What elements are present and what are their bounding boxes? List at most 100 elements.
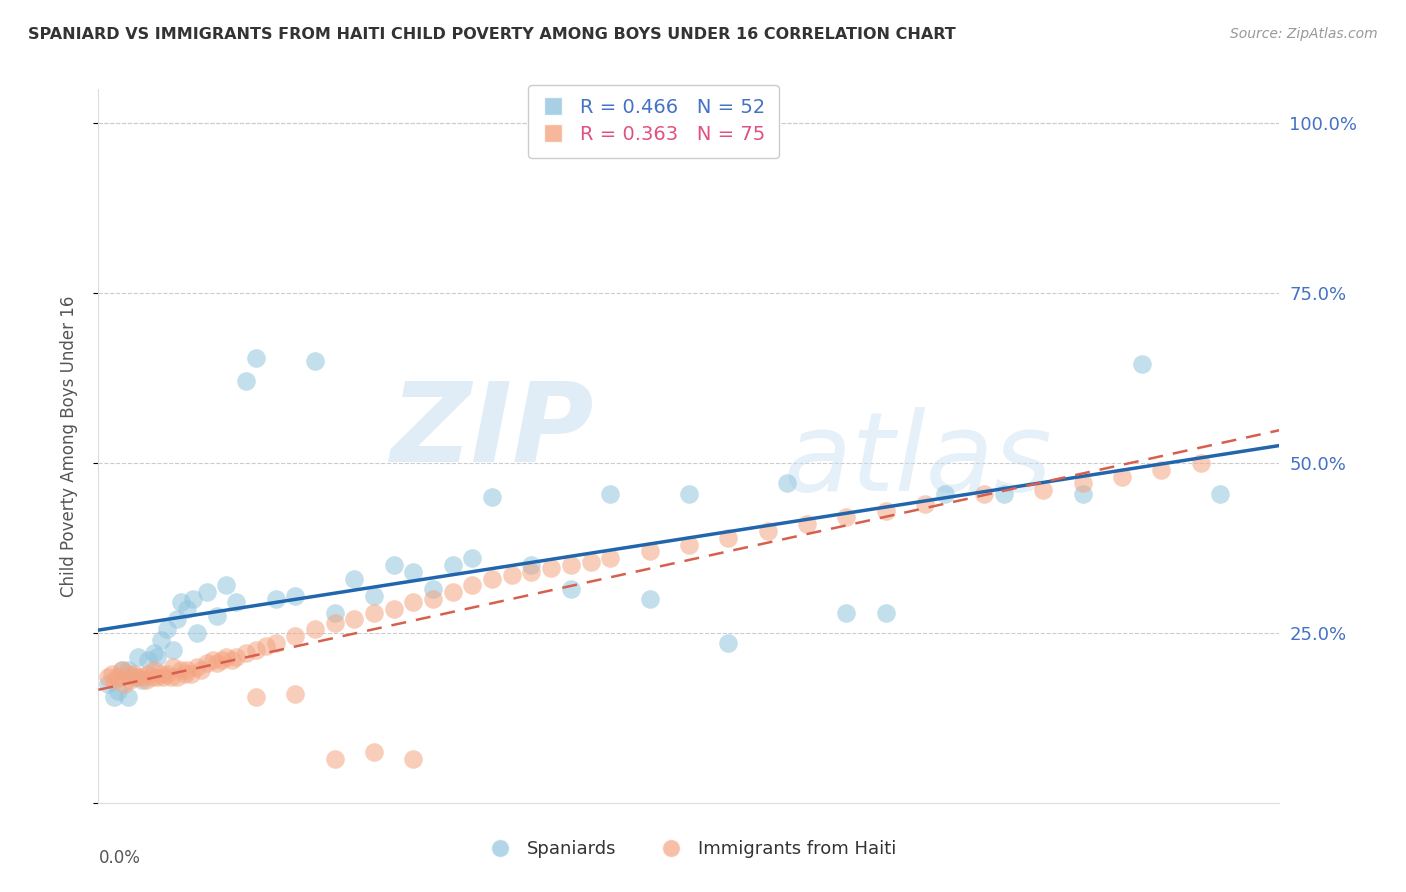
- Point: [176, 602, 198, 616]
- Point: [118, 673, 141, 688]
- Text: Source: ZipAtlas.com: Source: ZipAtlas.com: [1230, 27, 1378, 41]
- Point: [481, 572, 503, 586]
- Point: [160, 670, 183, 684]
- Point: [264, 636, 287, 650]
- Point: [156, 666, 179, 681]
- Point: [382, 602, 405, 616]
- Legend: Spaniards, Immigrants from Haiti: Spaniards, Immigrants from Haiti: [475, 833, 903, 865]
- Point: [875, 606, 897, 620]
- Point: [1071, 486, 1094, 500]
- Point: [97, 677, 120, 691]
- Point: [205, 608, 228, 623]
- Point: [235, 646, 257, 660]
- Point: [103, 690, 125, 705]
- Point: [254, 640, 277, 654]
- Point: [1150, 463, 1173, 477]
- Point: [756, 524, 779, 538]
- Point: [107, 683, 129, 698]
- Point: [127, 649, 149, 664]
- Point: [166, 670, 188, 684]
- Point: [142, 646, 165, 660]
- Point: [107, 670, 129, 684]
- Point: [111, 663, 134, 677]
- Point: [461, 578, 484, 592]
- Point: [599, 486, 621, 500]
- Point: [122, 666, 145, 681]
- Point: [136, 666, 159, 681]
- Point: [117, 663, 139, 677]
- Point: [422, 582, 444, 596]
- Point: [176, 663, 198, 677]
- Point: [131, 673, 153, 688]
- Point: [166, 612, 188, 626]
- Point: [875, 503, 897, 517]
- Point: [363, 745, 385, 759]
- Point: [205, 657, 228, 671]
- Point: [235, 375, 257, 389]
- Point: [186, 626, 208, 640]
- Point: [343, 572, 366, 586]
- Point: [560, 582, 582, 596]
- Point: [245, 643, 267, 657]
- Point: [146, 670, 169, 684]
- Point: [402, 565, 425, 579]
- Point: [363, 589, 385, 603]
- Point: [181, 591, 204, 606]
- Point: [441, 558, 464, 572]
- Point: [1071, 476, 1094, 491]
- Point: [284, 589, 307, 603]
- Point: [422, 591, 444, 606]
- Text: 0.0%: 0.0%: [98, 849, 141, 867]
- Point: [560, 558, 582, 572]
- Point: [264, 591, 287, 606]
- Point: [678, 537, 700, 551]
- Point: [717, 531, 740, 545]
- Point: [97, 670, 120, 684]
- Point: [1130, 358, 1153, 372]
- Point: [304, 354, 326, 368]
- Point: [323, 615, 346, 630]
- Point: [914, 497, 936, 511]
- Point: [211, 653, 233, 667]
- Point: [225, 649, 247, 664]
- Point: [973, 486, 995, 500]
- Point: [599, 551, 621, 566]
- Text: ZIP: ZIP: [391, 378, 595, 485]
- Y-axis label: Child Poverty Among Boys Under 16: Child Poverty Among Boys Under 16: [59, 295, 77, 597]
- Point: [304, 623, 326, 637]
- Point: [1111, 469, 1133, 483]
- Point: [195, 585, 218, 599]
- Point: [221, 653, 243, 667]
- Point: [835, 606, 858, 620]
- Text: atlas: atlas: [783, 407, 1052, 514]
- Point: [776, 476, 799, 491]
- Point: [481, 490, 503, 504]
- Point: [501, 568, 523, 582]
- Point: [245, 351, 267, 365]
- Point: [156, 623, 179, 637]
- Point: [993, 486, 1015, 500]
- Point: [170, 663, 193, 677]
- Point: [638, 591, 661, 606]
- Point: [117, 666, 139, 681]
- Point: [150, 666, 173, 681]
- Point: [382, 558, 405, 572]
- Point: [678, 486, 700, 500]
- Point: [402, 595, 425, 609]
- Point: [579, 555, 602, 569]
- Point: [186, 660, 208, 674]
- Point: [201, 653, 224, 667]
- Point: [1032, 483, 1054, 498]
- Point: [835, 510, 858, 524]
- Point: [127, 670, 149, 684]
- Point: [117, 690, 139, 705]
- Point: [245, 690, 267, 705]
- Point: [540, 561, 562, 575]
- Point: [112, 677, 135, 691]
- Point: [174, 666, 197, 681]
- Point: [142, 663, 165, 677]
- Point: [146, 649, 169, 664]
- Point: [638, 544, 661, 558]
- Point: [520, 565, 543, 579]
- Point: [402, 751, 425, 765]
